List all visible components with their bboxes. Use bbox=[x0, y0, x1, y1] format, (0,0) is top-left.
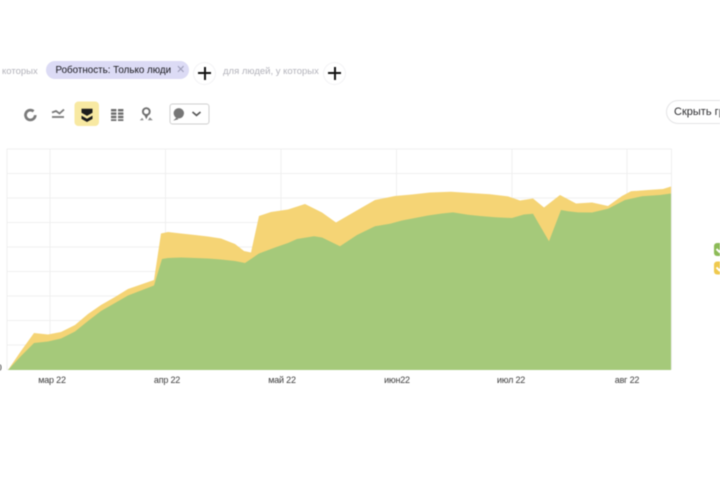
svg-text:мар 22: мар 22 bbox=[38, 375, 66, 385]
svg-text:май 22: май 22 bbox=[268, 375, 296, 385]
svg-text:авг 22: авг 22 bbox=[615, 375, 640, 385]
svg-text:апр 22: апр 22 bbox=[154, 375, 180, 385]
svg-text:июл 22: июл 22 bbox=[497, 375, 525, 385]
svg-text:июн22: июн22 bbox=[384, 375, 410, 385]
svg-text:0: 0 bbox=[0, 363, 2, 374]
